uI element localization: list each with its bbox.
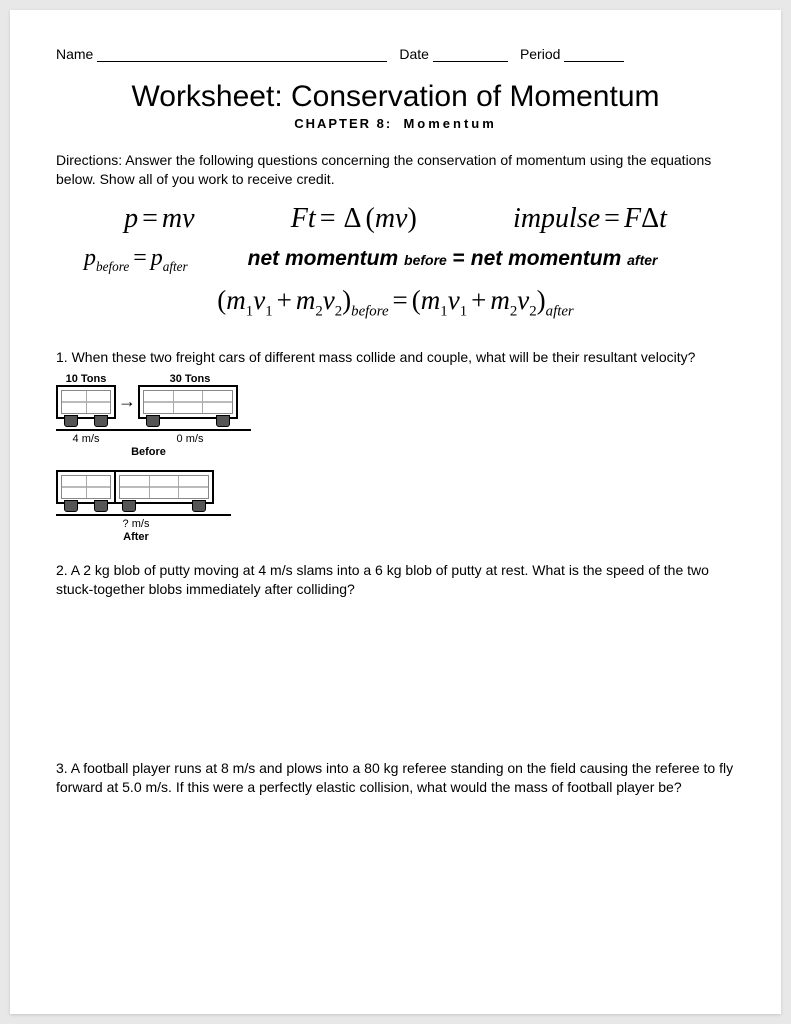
boxcar-large-icon (138, 385, 238, 419)
period-label: Period (520, 46, 560, 62)
period-blank[interactable] (564, 46, 624, 62)
freight-car-diagram: 10 Tons 30 Tons → 4 m/s 0 m/s Before (56, 373, 735, 543)
boxcar-large-icon (114, 470, 214, 504)
car2-weight: 30 Tons (140, 373, 240, 385)
after-speed: ? m/s (56, 518, 216, 530)
after-label: After (56, 531, 216, 543)
chapter-topic: Momentum (403, 116, 496, 131)
diagram-before: 10 Tons 30 Tons → 4 m/s 0 m/s Before (56, 373, 735, 458)
equation-p-before-after: pbefore=pafter (84, 245, 188, 275)
car1-speed: 4 m/s (56, 433, 116, 445)
track-line-icon (56, 514, 231, 516)
equation-row-2: pbefore=pafter net momentum before = net… (56, 245, 735, 275)
boxcar-small-icon (56, 385, 116, 419)
date-label: Date (399, 46, 429, 62)
question-3: 3. A football player runs at 8 m/s and p… (56, 759, 735, 797)
equation-ft-dmv: Ft=Δ(mv) (291, 203, 417, 235)
car1-weight: 10 Tons (56, 373, 116, 385)
chapter-line: CHAPTER 8: Momentum (56, 116, 735, 131)
header-fields: Name Date Period (56, 46, 735, 62)
equation-row-1: p=mv Ft=Δ(mv) impulse=FΔt (56, 203, 735, 235)
before-label: Before (56, 446, 241, 458)
question-1: 1. When these two freight cars of differ… (56, 348, 735, 367)
directions-text: Directions: Answer the following questio… (56, 151, 735, 189)
equation-row-3: (m1v1+m2v2)before=(m1v1+m2v2)after (56, 285, 735, 320)
equation-p-mv: p=mv (124, 203, 194, 235)
equation-long-form: (m1v1+m2v2)before=(m1v1+m2v2)after (217, 285, 573, 320)
chapter-number: CHAPTER 8: (294, 116, 392, 131)
worksheet-title: Worksheet: Conservation of Momentum (56, 80, 735, 114)
boxcar-small-icon (56, 470, 116, 504)
equation-net-momentum: net momentum before = net momentum after (248, 247, 658, 271)
track-line-icon (56, 429, 251, 431)
worksheet-page: Name Date Period Worksheet: Conservation… (10, 10, 781, 1014)
diagram-after: ? m/s After (56, 470, 735, 543)
date-blank[interactable] (433, 46, 508, 62)
name-label: Name (56, 46, 93, 62)
car2-speed: 0 m/s (140, 433, 240, 445)
name-blank[interactable] (97, 46, 387, 62)
arrow-right-icon: → (118, 391, 136, 412)
equation-impulse: impulse=FΔt (513, 203, 667, 235)
question-2: 2. A 2 kg blob of putty moving at 4 m/s … (56, 561, 735, 599)
